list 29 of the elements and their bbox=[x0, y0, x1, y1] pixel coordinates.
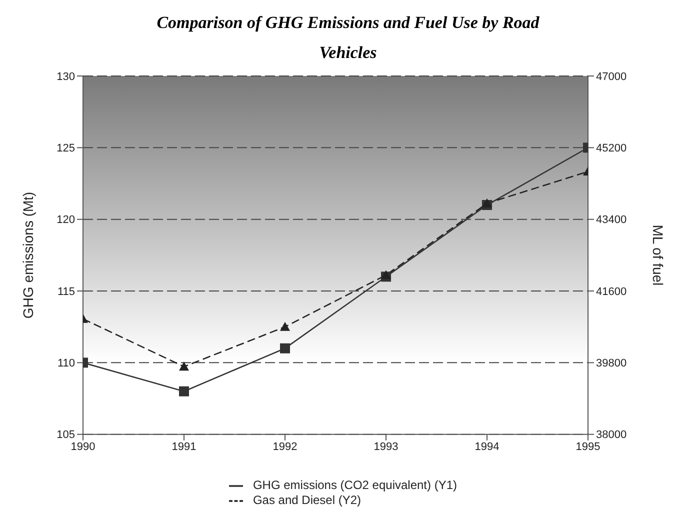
y-tick-label: 130 bbox=[56, 70, 75, 83]
y-tick-label: 115 bbox=[57, 286, 75, 298]
y2-tick-label: 43400 bbox=[596, 214, 627, 226]
chart-title: Comparison of GHG Emissions and Fuel Use by Road Vehicles bbox=[156, 12, 540, 64]
point bbox=[280, 343, 290, 354]
y2-tick-label: 45200 bbox=[596, 142, 627, 155]
y-tick-label: 125 bbox=[56, 142, 75, 155]
point bbox=[482, 198, 492, 208]
x-tick-label: 1992 bbox=[272, 441, 298, 454]
y2-tick-label: 47000 bbox=[596, 70, 627, 83]
y-tick-label: 120 bbox=[56, 214, 75, 226]
point bbox=[280, 322, 290, 331]
point bbox=[179, 386, 189, 396]
point bbox=[381, 270, 391, 280]
y2-axis-title: ML of fuel bbox=[650, 224, 666, 286]
legend-label: GHG emissions (CO2 equivalent) (Y1) bbox=[252, 478, 458, 492]
x-tick-label: 1993 bbox=[374, 441, 398, 454]
y-tick-label: 110 bbox=[57, 358, 75, 370]
y-tick-label: 105 bbox=[56, 429, 75, 442]
y2-tick-label: 38000 bbox=[596, 429, 627, 442]
y2-tick-label: 39800 bbox=[596, 358, 627, 370]
x-tick-label: 1991 bbox=[172, 441, 196, 454]
y2-tick-label: 41600 bbox=[596, 286, 627, 298]
x-tick-label: 1995 bbox=[576, 441, 600, 454]
legend-label: Gas and Diesel (Y2) bbox=[252, 493, 361, 508]
x-tick-label: 1990 bbox=[70, 441, 96, 454]
y-axis-title: GHG emissions (Mt) bbox=[20, 192, 36, 319]
point bbox=[179, 362, 189, 371]
x-tick-label: 1994 bbox=[474, 441, 500, 454]
